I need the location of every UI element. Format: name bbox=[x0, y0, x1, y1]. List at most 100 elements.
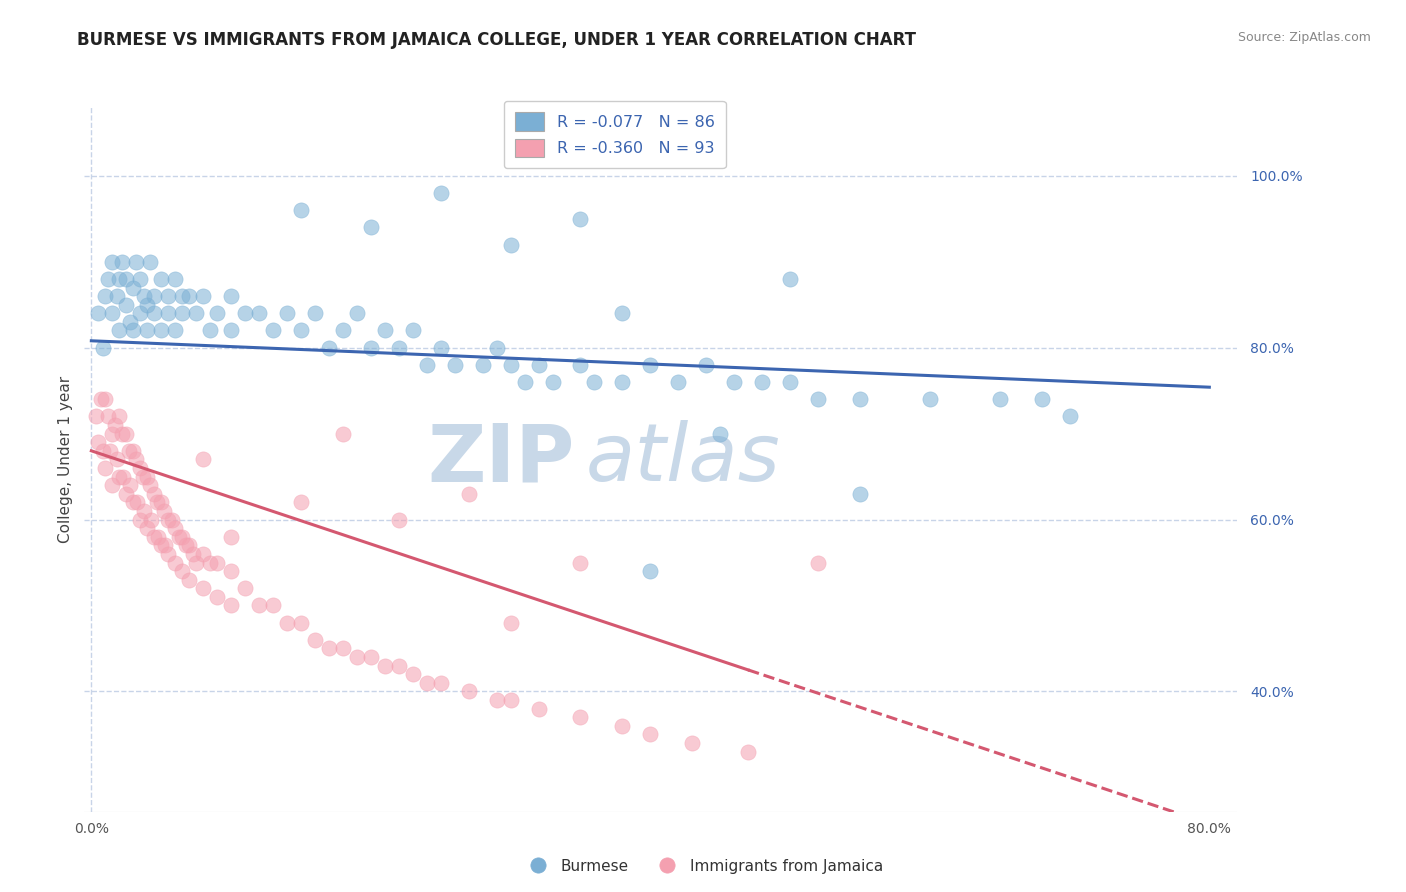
Point bbox=[101, 306, 124, 320]
Point bbox=[262, 323, 284, 337]
Point bbox=[155, 538, 177, 552]
Point bbox=[416, 358, 439, 372]
Point bbox=[360, 650, 382, 665]
Point bbox=[471, 358, 494, 372]
Point bbox=[139, 254, 162, 268]
Point bbox=[129, 461, 152, 475]
Point bbox=[122, 495, 145, 509]
Point bbox=[198, 556, 221, 570]
Point bbox=[157, 512, 180, 526]
Point bbox=[127, 495, 149, 509]
Point bbox=[191, 582, 214, 596]
Point bbox=[120, 478, 142, 492]
Point bbox=[111, 254, 134, 268]
Point bbox=[429, 341, 451, 355]
Point bbox=[115, 487, 138, 501]
Point bbox=[97, 409, 120, 424]
Point bbox=[150, 323, 173, 337]
Point bbox=[94, 392, 117, 407]
Point bbox=[737, 745, 759, 759]
Point bbox=[346, 650, 368, 665]
Point bbox=[105, 452, 128, 467]
Point bbox=[105, 289, 128, 303]
Point bbox=[499, 693, 522, 707]
Point bbox=[219, 530, 242, 544]
Text: BURMESE VS IMMIGRANTS FROM JAMAICA COLLEGE, UNDER 1 YEAR CORRELATION CHART: BURMESE VS IMMIGRANTS FROM JAMAICA COLLE… bbox=[77, 31, 917, 49]
Point bbox=[513, 375, 536, 389]
Point bbox=[205, 306, 228, 320]
Point bbox=[640, 358, 662, 372]
Point bbox=[108, 469, 131, 483]
Point bbox=[276, 306, 298, 320]
Point bbox=[143, 289, 166, 303]
Point bbox=[115, 298, 138, 312]
Point bbox=[94, 289, 117, 303]
Point bbox=[146, 495, 169, 509]
Point bbox=[402, 323, 425, 337]
Point bbox=[304, 306, 326, 320]
Point bbox=[219, 289, 242, 303]
Point bbox=[108, 272, 131, 286]
Point bbox=[150, 538, 173, 552]
Point bbox=[191, 547, 214, 561]
Point bbox=[172, 564, 194, 578]
Point bbox=[150, 272, 173, 286]
Point bbox=[157, 547, 180, 561]
Point bbox=[583, 375, 606, 389]
Point bbox=[569, 211, 592, 226]
Point bbox=[219, 564, 242, 578]
Point bbox=[134, 504, 156, 518]
Point bbox=[709, 426, 731, 441]
Point bbox=[388, 512, 411, 526]
Point bbox=[233, 306, 256, 320]
Point bbox=[179, 289, 201, 303]
Point bbox=[219, 323, 242, 337]
Point bbox=[87, 306, 110, 320]
Point bbox=[360, 341, 382, 355]
Point bbox=[527, 358, 550, 372]
Point bbox=[360, 220, 382, 235]
Point bbox=[143, 530, 166, 544]
Point bbox=[115, 426, 138, 441]
Point bbox=[104, 417, 127, 432]
Point bbox=[90, 392, 112, 407]
Point bbox=[112, 469, 135, 483]
Point bbox=[129, 272, 152, 286]
Point bbox=[219, 599, 242, 613]
Point bbox=[751, 375, 773, 389]
Point bbox=[485, 693, 508, 707]
Point bbox=[612, 375, 634, 389]
Point bbox=[148, 530, 170, 544]
Point bbox=[849, 392, 872, 407]
Point bbox=[129, 512, 152, 526]
Text: atlas: atlas bbox=[586, 420, 780, 499]
Point bbox=[612, 306, 634, 320]
Point bbox=[172, 306, 194, 320]
Point bbox=[849, 487, 872, 501]
Point bbox=[125, 254, 148, 268]
Point bbox=[807, 392, 830, 407]
Legend: R = -0.077   N = 86, R = -0.360   N = 93: R = -0.077 N = 86, R = -0.360 N = 93 bbox=[503, 101, 725, 169]
Point bbox=[191, 452, 214, 467]
Y-axis label: College, Under 1 year: College, Under 1 year bbox=[58, 376, 73, 543]
Point bbox=[120, 315, 142, 329]
Point bbox=[108, 409, 131, 424]
Point bbox=[122, 323, 145, 337]
Point bbox=[318, 341, 340, 355]
Point bbox=[640, 727, 662, 741]
Point bbox=[205, 590, 228, 604]
Point bbox=[101, 478, 124, 492]
Point bbox=[136, 298, 159, 312]
Point bbox=[165, 521, 187, 535]
Point bbox=[172, 530, 194, 544]
Point bbox=[681, 736, 703, 750]
Point bbox=[388, 341, 411, 355]
Point bbox=[332, 641, 354, 656]
Point bbox=[101, 254, 124, 268]
Point bbox=[118, 443, 141, 458]
Point bbox=[98, 443, 121, 458]
Point bbox=[485, 341, 508, 355]
Point bbox=[165, 323, 187, 337]
Point bbox=[416, 675, 439, 690]
Point bbox=[94, 461, 117, 475]
